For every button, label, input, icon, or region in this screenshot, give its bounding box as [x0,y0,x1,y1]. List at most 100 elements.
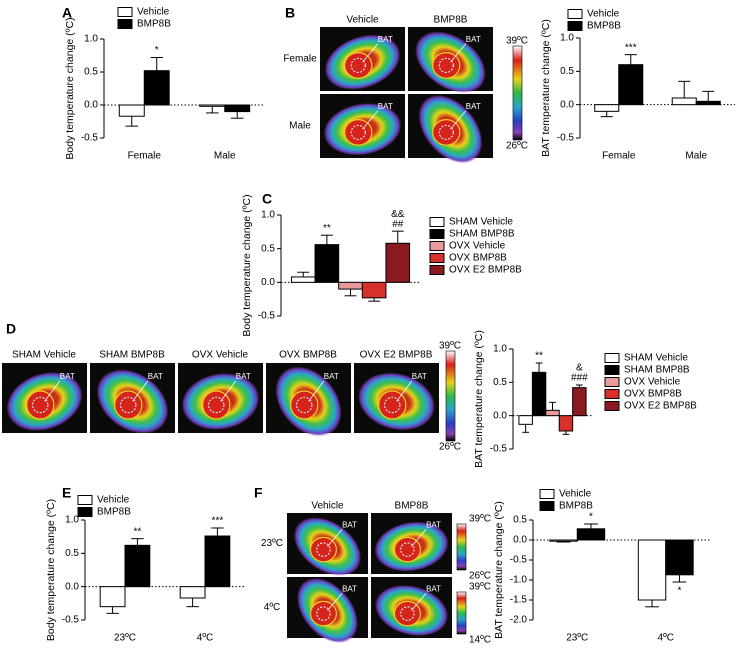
legend-swatch [429,229,445,239]
bat-label: BAT [426,584,441,593]
legend-label: OVX BMP8B [624,389,682,400]
y-tick-label: -0.5 [258,311,276,322]
legend-swatch [429,217,445,227]
bar [518,415,533,425]
bar [671,97,697,106]
bar [143,70,170,106]
bat-pointer [220,380,237,402]
bar [576,528,606,541]
bat-label: BAT [342,520,357,529]
y-tick-label: -2.0 [510,615,528,626]
y-tick-label: 0.5 [65,548,79,559]
thermal-image: BAT [408,94,493,164]
y-axis-label: Body temperature change (ºC) [45,499,57,641]
legend-swatch [539,489,555,499]
bar [385,242,411,283]
y-tick-label: -1.5 [510,595,528,606]
bat-marker [316,606,331,621]
bat-marker [120,396,137,414]
column-label: OVX E2 BMP8B [360,350,433,361]
color-scale [445,350,456,442]
legend-label: BMP8B [559,501,593,512]
bat-label: BAT [148,372,163,381]
bat-region [202,390,231,420]
thermal-image: BAT [287,513,368,576]
bat-marker [438,124,454,140]
thermal-image: BAT [2,363,87,433]
x-tick-label: 23ºC [566,633,588,644]
scale-max: 39ºC [469,582,491,593]
legend-swatch [604,389,620,399]
error-bar [600,111,613,118]
bat-pointer [327,592,343,611]
scale-min: 26ºC [506,141,528,152]
legend-label: OVX Vehicle [624,377,681,388]
bar [637,539,667,601]
thermal-image: BAT [266,363,351,437]
error-bar [206,106,219,114]
bat-marker [32,396,49,414]
panel-letter: F [254,485,263,501]
thermal-image: BAT [354,363,439,433]
y-axis-label: BAT temperature change (ºC) [540,19,552,157]
bar [199,104,226,107]
scale-max: 39ºC [506,36,528,47]
bar [179,586,206,599]
bar [290,276,316,283]
bat-pointer [411,528,427,547]
bat-pointer [450,43,467,63]
legend-swatch [429,253,445,263]
thermal-image: BAT [408,27,493,93]
bat-label: BAT [466,35,481,44]
y-tick-label: 0.0 [493,410,507,421]
significance-label: ** [535,351,543,362]
significance-label: * [589,512,593,523]
bat-pointer [308,380,325,402]
error-bar [186,598,199,608]
legend-swatch [429,265,445,275]
y-tick-label: 0.5 [261,243,275,254]
scale-min: 14ºC [469,635,491,646]
y-axis-label: BAT temperature change (ºC) [473,330,485,468]
bat-label: BAT [378,102,393,111]
legend-swatch [604,365,620,375]
thermal-image: BAT [320,27,405,91]
legend-swatch [604,377,620,387]
y-tick-label: -1.0 [510,575,528,586]
error-bar [549,401,556,411]
y-tick-label: 0.0 [84,100,98,111]
y-tick-label: 1.0 [261,210,275,221]
bar [99,586,126,608]
thermal-image: BAT [178,363,263,433]
significance-label: ### [571,373,588,384]
column-label: BMP8B [395,501,429,512]
bat-marker [208,396,225,414]
x-tick-label: Female [128,151,162,162]
bat-marker [316,542,331,557]
y-tick-label: 0.5 [513,515,527,526]
y-tick-label: 0.5 [84,67,98,78]
legend-label: BMP8B [97,507,131,518]
error-bar [297,271,310,277]
legend-swatch [604,401,620,411]
bat-marker [438,57,454,73]
color-scale [456,523,467,571]
column-label: OVX Vehicle [192,350,249,361]
y-tick-label: 0.0 [65,581,79,592]
panel-letter: C [262,191,272,207]
column-label: Vehicle [311,501,344,512]
error-bar [368,297,381,302]
bar [572,387,587,417]
bat-pointer [132,380,149,402]
legend-label: SHAM BMP8B [624,365,690,376]
bat-pointer [450,110,467,130]
bat-label: BAT [324,372,339,381]
y-tick-label: 1.0 [84,34,98,45]
bat-pointer [362,43,379,63]
significance-label: *** [625,42,637,53]
bat-pointer [411,592,427,611]
thermal-image: BAT [371,513,452,574]
legend-label: OVX E2 BMP8B [449,265,522,276]
scale-min: 26ºC [439,442,461,453]
error-bar [320,234,333,245]
